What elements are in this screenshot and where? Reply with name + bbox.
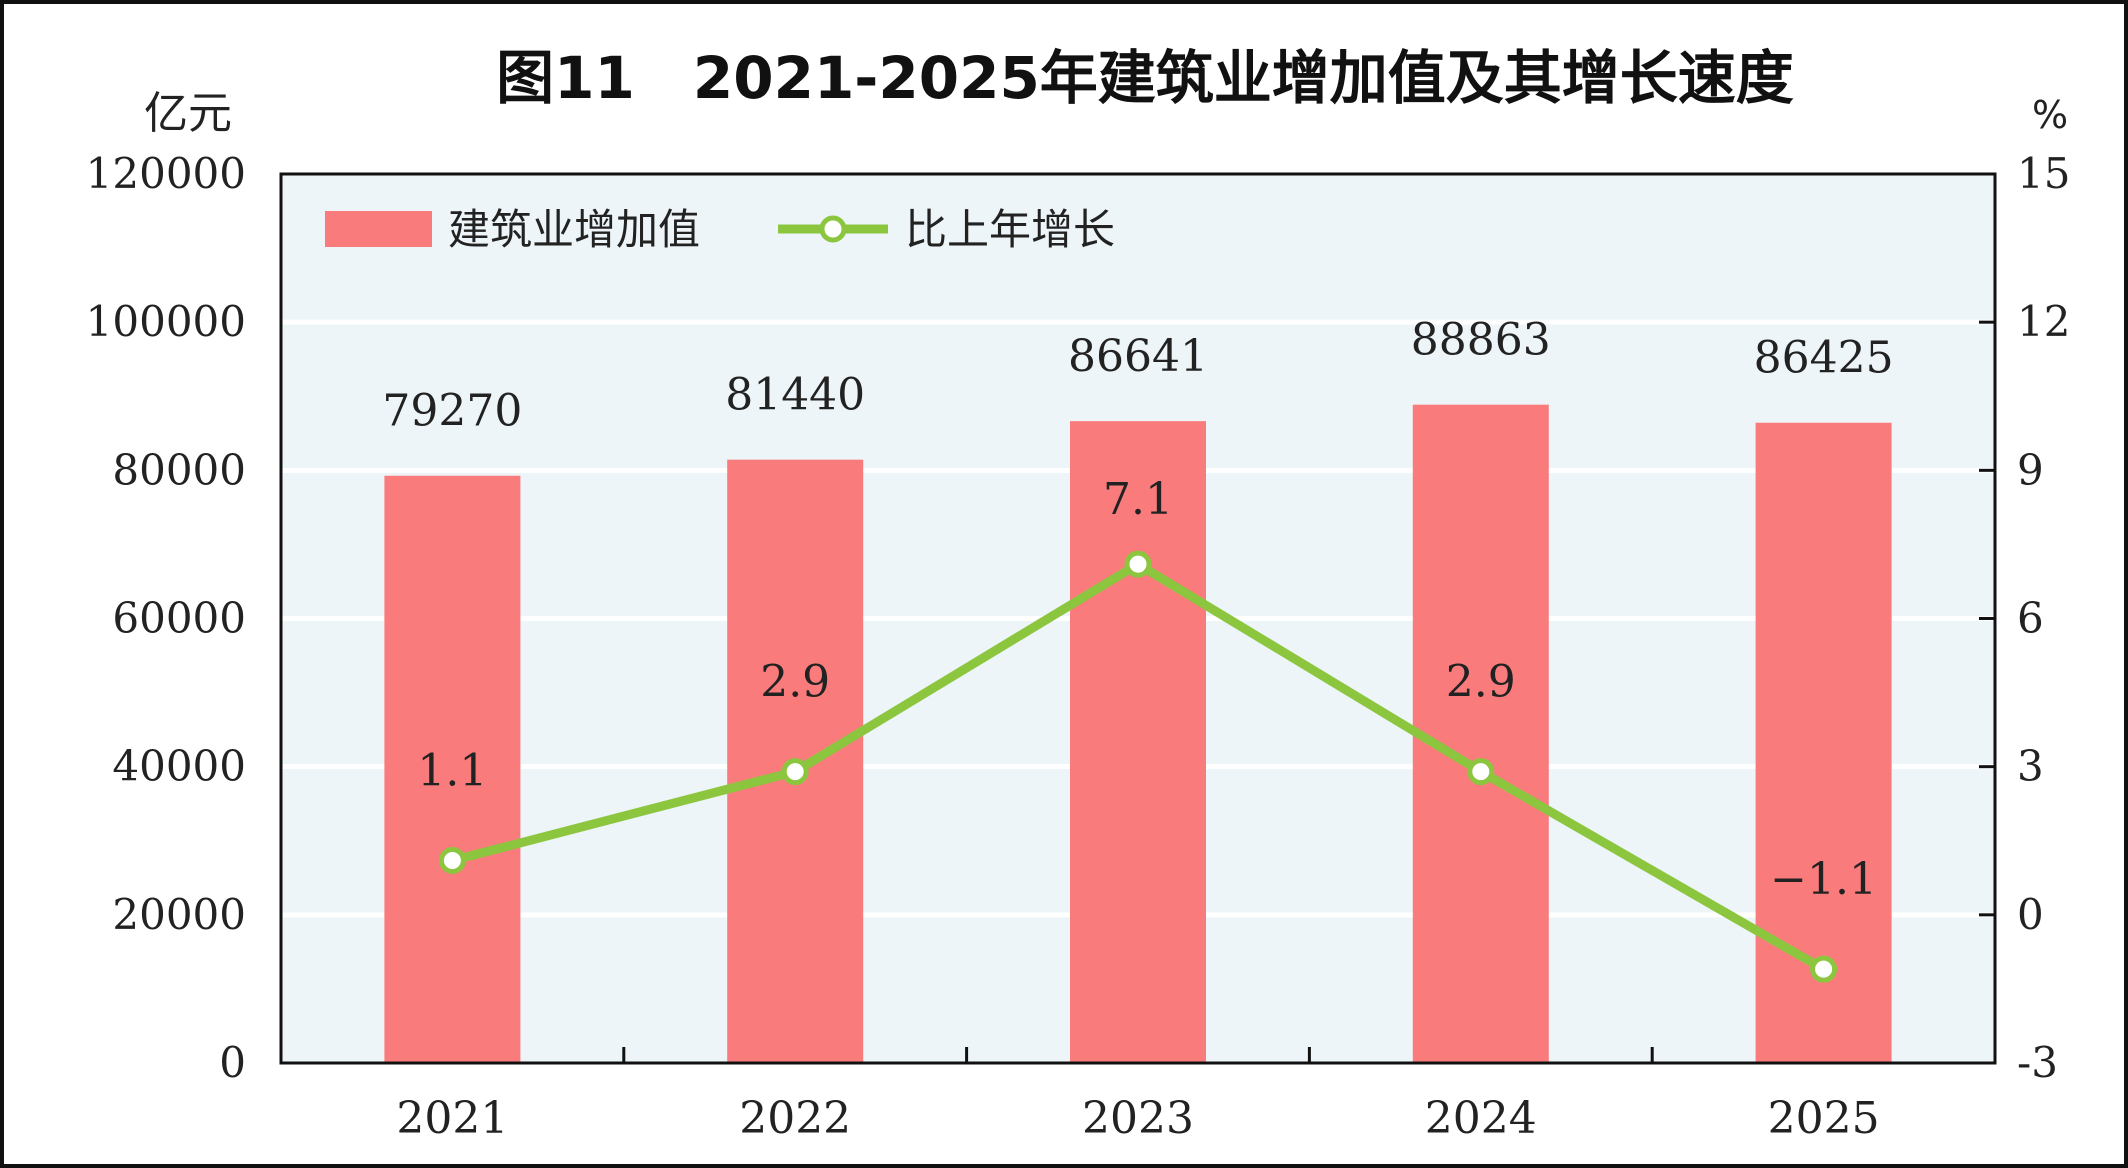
line-value-label: 2.9 — [1446, 657, 1516, 708]
line-value-label: 7.1 — [1103, 474, 1173, 525]
line-marker — [1810, 955, 1838, 983]
y-right-tick-label: 12 — [2017, 297, 2070, 346]
x-tick-label: 2021 — [396, 1093, 508, 1144]
legend-line-marker — [819, 215, 847, 243]
x-tick-label: 2025 — [1768, 1093, 1880, 1144]
bar-value-label: 86641 — [1068, 331, 1208, 382]
bar — [384, 475, 521, 1063]
bar — [1070, 421, 1206, 1063]
y-right-tick-label: 3 — [2017, 742, 2044, 791]
y-left-tick-label: 40000 — [112, 742, 246, 791]
y-left-tick-label: 80000 — [112, 445, 246, 494]
y-right-tick-label: 9 — [2017, 445, 2044, 494]
y-left-tick-label: 120000 — [86, 149, 246, 198]
y-left-tick-label: 0 — [219, 1038, 246, 1087]
bar-value-label: 81440 — [725, 370, 865, 421]
y-right-tick-label: 15 — [2017, 149, 2070, 198]
line-marker — [1124, 550, 1152, 578]
y-right-unit: % — [2032, 93, 2068, 137]
legend-bar-swatch — [325, 211, 432, 247]
y-right-tick-label: 0 — [2017, 890, 2044, 939]
line-value-label: −1.1 — [1770, 854, 1877, 905]
bar-value-label: 88863 — [1411, 315, 1551, 366]
line-value-label: 2.9 — [760, 657, 830, 708]
y-left-unit: 亿元 — [144, 88, 232, 139]
y-right-tick-label: -3 — [2017, 1038, 2058, 1087]
plot-frame — [279, 172, 1997, 1065]
bar — [1412, 404, 1549, 1063]
x-tick-label: 2024 — [1425, 1093, 1537, 1144]
plot-area: 0 20000 40000 60000 80000 100000 120000 -3 0 3 6 9 1… — [86, 149, 2071, 1144]
line-value-label: 1.1 — [417, 746, 487, 797]
x-tick-label: 2022 — [739, 1093, 851, 1144]
chart-title: 图11 2021-2025年建筑业增加值及其增长速度 — [496, 44, 1794, 112]
line-marker — [438, 847, 466, 875]
legend-bar-label: 建筑业增加值 — [448, 205, 700, 254]
y-left-tick-label: 60000 — [112, 594, 246, 643]
line-marker — [781, 758, 809, 786]
line-marker — [1467, 758, 1495, 786]
y-left-tick-label: 20000 — [112, 890, 246, 939]
y-left-tick-label: 100000 — [86, 297, 246, 346]
legend-line-label: 比上年增长 — [905, 205, 1115, 254]
bar-value-label: 86425 — [1754, 333, 1894, 384]
y-right-tick-label: 6 — [2017, 594, 2044, 643]
bar-value-label: 79270 — [382, 386, 522, 437]
x-tick-label: 2023 — [1082, 1093, 1194, 1144]
